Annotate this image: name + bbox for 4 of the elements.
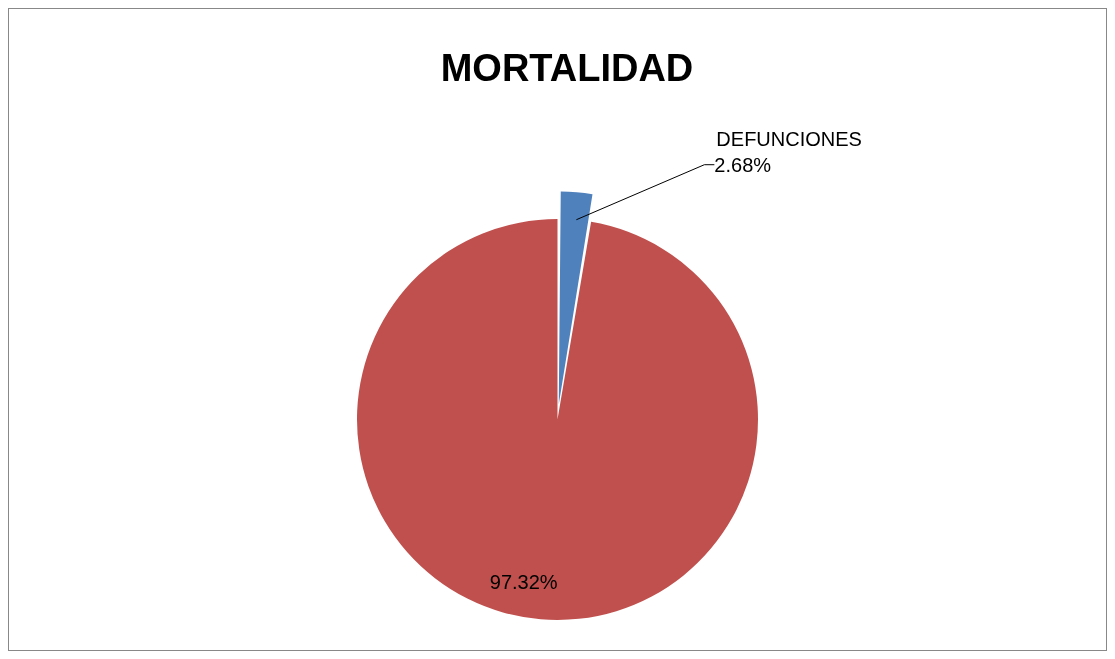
slice-label: DEFUNCIONES [716, 128, 862, 151]
data-label: 2.68% [714, 154, 772, 177]
chart-title: MORTALIDAD [440, 47, 694, 90]
data-label: 97.32% [489, 570, 558, 593]
